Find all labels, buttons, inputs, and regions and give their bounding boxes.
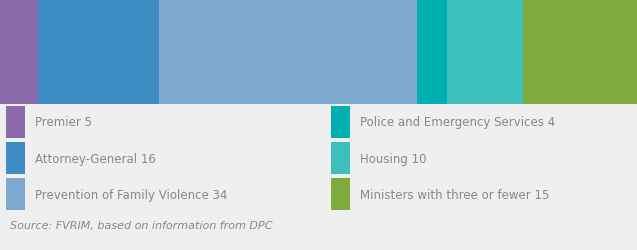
Text: Attorney-General 16: Attorney-General 16 — [35, 152, 156, 165]
Text: Housing 10: Housing 10 — [360, 152, 426, 165]
FancyBboxPatch shape — [331, 107, 350, 138]
FancyBboxPatch shape — [6, 179, 25, 210]
Bar — [38, 0, 159, 105]
Bar — [523, 0, 637, 105]
Text: Police and Emergency Services 4: Police and Emergency Services 4 — [360, 116, 555, 129]
Bar — [159, 0, 417, 105]
Text: Premier 5: Premier 5 — [35, 116, 92, 129]
FancyBboxPatch shape — [331, 143, 350, 174]
FancyBboxPatch shape — [6, 143, 25, 174]
Text: Prevention of Family Violence 34: Prevention of Family Violence 34 — [35, 188, 227, 201]
Text: Ministers with three or fewer 15: Ministers with three or fewer 15 — [360, 188, 549, 201]
Text: Source: FVRIM, based on information from DPC: Source: FVRIM, based on information from… — [10, 220, 272, 230]
Bar — [417, 0, 447, 105]
Bar — [0, 0, 38, 105]
Bar — [447, 0, 523, 105]
FancyBboxPatch shape — [6, 107, 25, 138]
FancyBboxPatch shape — [331, 179, 350, 210]
